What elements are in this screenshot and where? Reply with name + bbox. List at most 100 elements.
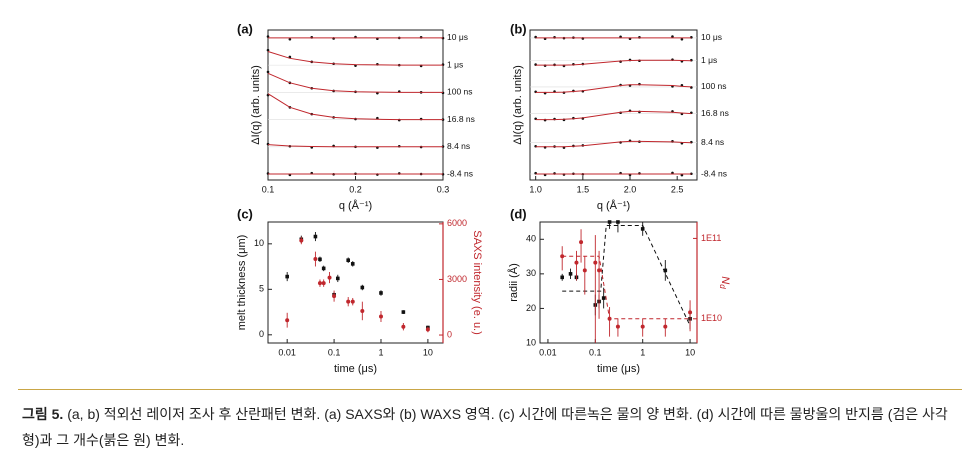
- data-point: [579, 240, 584, 245]
- plot-frame: [267, 221, 444, 344]
- x-tick-label: 1.5: [577, 184, 590, 194]
- y-axis-label: ΔI(q) (arb. units): [512, 65, 524, 144]
- data-point: [582, 268, 587, 273]
- y2-tick-label: 1E10: [701, 313, 722, 323]
- x-axis-label: time (μs): [597, 363, 640, 375]
- y2-label-text: SAXS intensity (e. u.): [471, 230, 483, 335]
- series-label: 10 μs: [447, 32, 468, 42]
- x-axis-label: time (μs): [334, 363, 377, 375]
- y-tick-label: 10: [526, 337, 536, 347]
- panel-label: (a): [237, 21, 253, 36]
- y2-tick-label: 0: [447, 329, 452, 339]
- data-point: [313, 257, 318, 262]
- data-point: [607, 316, 612, 321]
- data-point: [607, 220, 612, 224]
- fit-line: [267, 72, 443, 93]
- data-point: [360, 308, 365, 313]
- x-tick-label: 1: [378, 347, 383, 357]
- x-tick-label: 0.1: [328, 347, 341, 357]
- series-label: 8.4 ns: [447, 141, 470, 151]
- data-point: [350, 299, 355, 304]
- panel-label: (c): [237, 206, 253, 221]
- data-point: [663, 324, 668, 329]
- data-point: [346, 299, 351, 304]
- series-label: 1 μs: [447, 59, 463, 69]
- plot-frame: [267, 29, 444, 181]
- data-point: [401, 310, 406, 314]
- data-point: [616, 220, 620, 224]
- data-point: [266, 35, 270, 38]
- x-tick-label: 10: [423, 347, 433, 357]
- x-tick-label: 0.3: [437, 184, 450, 194]
- data-point: [321, 281, 326, 286]
- y-tick-label: 20: [526, 303, 536, 313]
- x-tick-label: 1: [640, 347, 645, 357]
- y2-axis-label: SAXS intensity (e. u.): [471, 230, 483, 335]
- fit-line: [535, 110, 692, 121]
- y2-axis-label: Nd: [718, 276, 731, 289]
- y2-tick-label: 1E11: [701, 233, 721, 243]
- fit-line: [535, 140, 692, 148]
- data-point: [266, 48, 270, 52]
- data-point: [346, 258, 351, 263]
- x-tick-label: 0.1: [589, 347, 602, 357]
- fit-line: [562, 224, 691, 326]
- data-point: [313, 234, 318, 239]
- caption-text: (a, b) 적외선 레이저 조사 후 산란패턴 변화. (a) SAXS와 (…: [22, 406, 948, 448]
- series-label: 16.8 ns: [701, 108, 729, 118]
- series-label: 1 μs: [701, 55, 717, 65]
- fit-line: [535, 84, 692, 93]
- data-point: [425, 327, 430, 332]
- data-point: [574, 260, 579, 265]
- y-axis-label: melt thickness (μm): [236, 235, 248, 331]
- x-tick-label: 0.01: [278, 347, 296, 357]
- data-point: [593, 260, 598, 265]
- data-point: [680, 37, 684, 41]
- fit-line: [562, 255, 691, 320]
- y2-tick-label: 6000: [447, 218, 467, 228]
- data-point: [378, 314, 383, 319]
- data-point: [688, 310, 693, 315]
- x-axis-label: q (Å⁻¹): [339, 199, 372, 212]
- data-point: [560, 254, 565, 259]
- y2-label-text: N: [719, 276, 731, 284]
- data-point: [640, 227, 645, 231]
- series-label: 16.8 ns: [447, 114, 475, 124]
- data-point: [560, 275, 564, 280]
- data-point: [317, 281, 322, 286]
- data-point: [335, 276, 340, 281]
- separator: [18, 389, 962, 390]
- series-label: 100 ns: [701, 81, 727, 91]
- caption: 그림 5. (a, b) 적외선 레이저 조사 후 산란패턴 변화. (a) S…: [22, 401, 962, 453]
- y-tick-label: 5: [259, 284, 264, 294]
- data-point: [266, 70, 270, 74]
- fit-line: [267, 93, 443, 121]
- x-tick-label: 2.5: [671, 184, 684, 194]
- data-point: [321, 266, 326, 271]
- data-point: [327, 275, 332, 280]
- fit-line: [267, 51, 443, 66]
- data-point: [299, 238, 304, 243]
- data-point: [318, 257, 322, 262]
- y-tick-label: 10: [254, 238, 264, 248]
- data-point: [332, 294, 337, 299]
- data-point: [671, 35, 674, 38]
- x-tick-label: 0.01: [539, 347, 557, 357]
- data-point: [288, 37, 292, 41]
- y-tick-label: 30: [526, 268, 536, 278]
- data-point: [663, 268, 668, 273]
- y-axis-label: radii (Å): [507, 263, 520, 302]
- data-point: [615, 324, 620, 329]
- data-point: [285, 274, 289, 279]
- y2-label-sub: d: [718, 284, 727, 289]
- data-point: [568, 272, 573, 276]
- series-label: 8.4 ns: [701, 137, 724, 147]
- x-tick-label: 10: [685, 347, 695, 357]
- x-tick-label: 2.0: [624, 184, 637, 194]
- fit-line: [535, 59, 692, 66]
- y-axis-label: ΔI(q) (arb. units): [250, 65, 262, 144]
- plot-frame: [529, 29, 698, 181]
- x-axis-label: q (Å⁻¹): [597, 199, 630, 212]
- data-point: [360, 285, 365, 290]
